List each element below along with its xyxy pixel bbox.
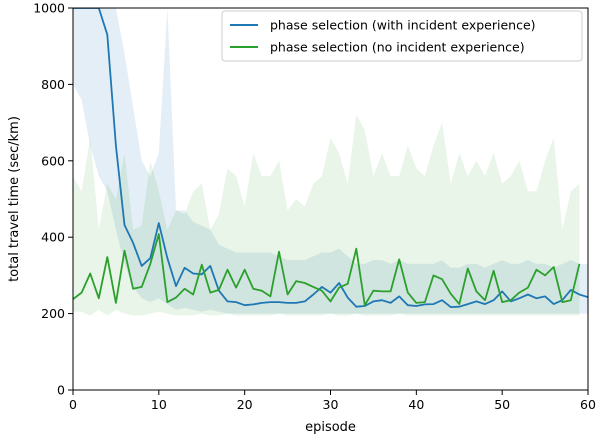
- y-tick-label: 200: [41, 306, 65, 321]
- y-tick-label: 600: [41, 153, 65, 168]
- y-tick-label: 1000: [33, 1, 65, 16]
- x-tick-label: 40: [408, 397, 424, 412]
- band-no-incident: [73, 115, 580, 316]
- x-tick-label: 50: [494, 397, 510, 412]
- y-tick-label: 0: [57, 383, 65, 398]
- confidence-bands: [73, 8, 588, 316]
- line-no-incident: [73, 233, 581, 307]
- line-with-incident: [73, 8, 588, 308]
- band-with-incident: [73, 8, 588, 314]
- x-tick-label: 20: [237, 397, 253, 412]
- legend-label-with-incident: phase selection (with incident experienc…: [270, 18, 536, 33]
- x-tick-label: 60: [580, 397, 596, 412]
- x-tick-label: 30: [323, 397, 339, 412]
- x-axis-label: episode: [305, 420, 356, 435]
- series-lines: [73, 8, 588, 308]
- x-tick-label: 0: [69, 397, 77, 412]
- y-tick-label: 800: [41, 77, 65, 92]
- y-axis-label: total travel time (sec/km): [7, 116, 22, 282]
- legend-box: [221, 10, 583, 62]
- legend: phase selection (with incident experienc…: [221, 10, 583, 62]
- y-tick-label: 400: [41, 230, 65, 245]
- legend-label-no-incident: phase selection (no incident experience): [270, 40, 525, 55]
- x-tick-label: 10: [151, 397, 167, 412]
